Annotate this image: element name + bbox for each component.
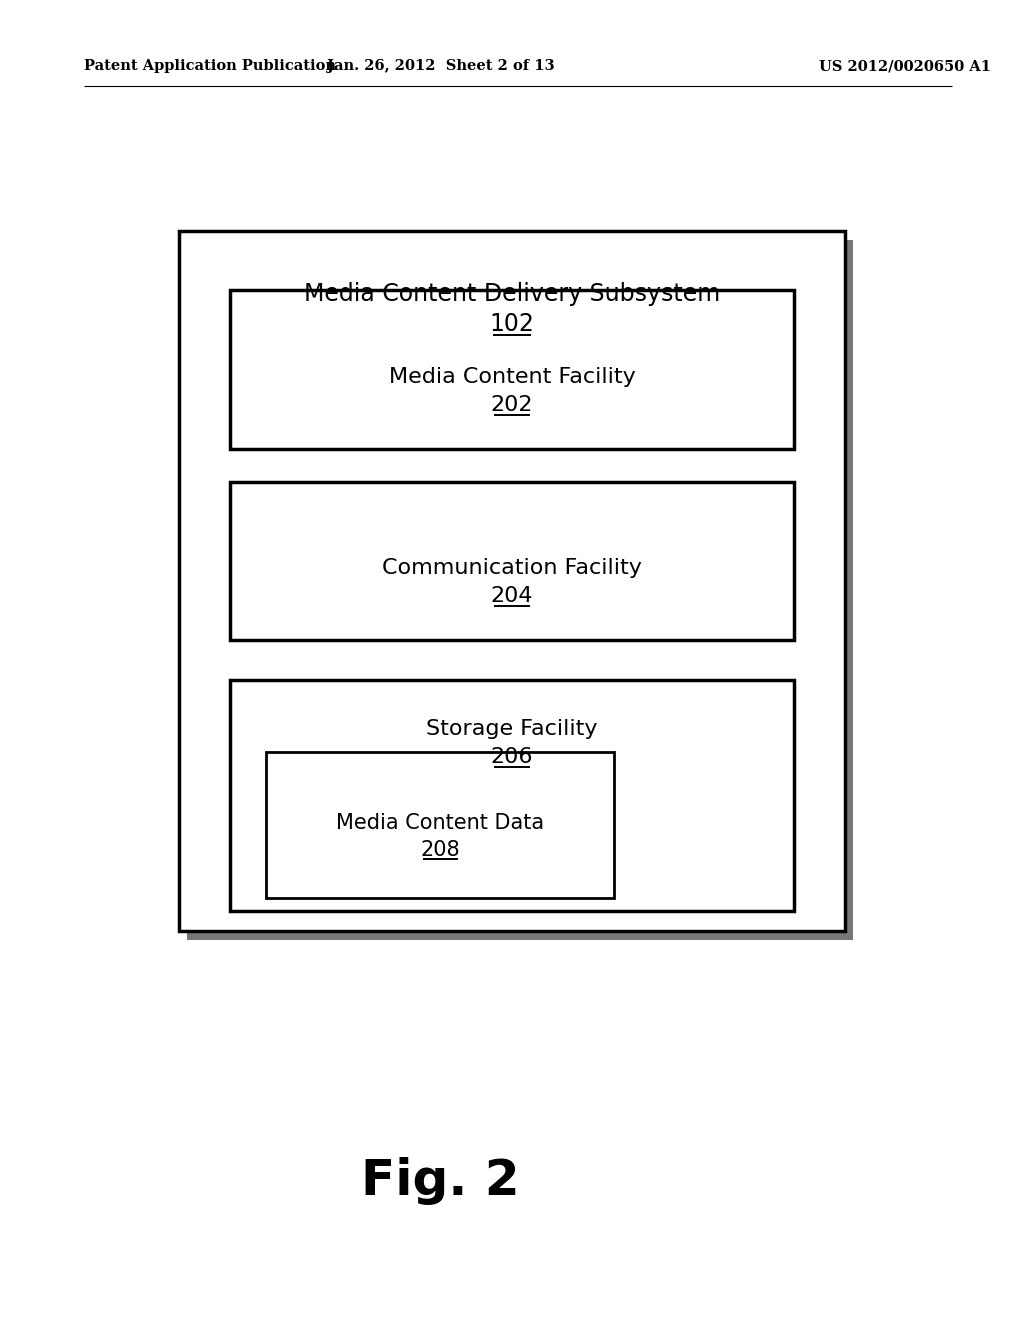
Text: 206: 206: [490, 747, 534, 767]
Text: Patent Application Publication: Patent Application Publication: [84, 59, 336, 73]
Text: 202: 202: [490, 395, 534, 414]
Bar: [179, 231, 845, 931]
Bar: [239, 491, 802, 649]
Text: 102: 102: [489, 312, 535, 335]
Text: Media Content Data: Media Content Data: [336, 813, 545, 833]
Text: Media Content Facility: Media Content Facility: [389, 367, 635, 387]
Bar: [274, 762, 623, 907]
Bar: [230, 482, 794, 640]
Bar: [239, 689, 802, 920]
Text: US 2012/0020650 A1: US 2012/0020650 A1: [819, 59, 991, 73]
Bar: [230, 680, 794, 911]
Text: Jan. 26, 2012  Sheet 2 of 13: Jan. 26, 2012 Sheet 2 of 13: [327, 59, 554, 73]
Bar: [187, 240, 853, 940]
Text: Fig. 2: Fig. 2: [361, 1158, 519, 1205]
Text: Communication Facility: Communication Facility: [382, 558, 642, 578]
Text: 204: 204: [490, 586, 534, 606]
Text: Storage Facility: Storage Facility: [426, 719, 598, 739]
Text: 208: 208: [421, 840, 460, 859]
Bar: [230, 290, 794, 449]
Bar: [239, 300, 802, 458]
Bar: [266, 752, 614, 898]
Text: Media Content Delivery Subsystem: Media Content Delivery Subsystem: [304, 281, 720, 306]
